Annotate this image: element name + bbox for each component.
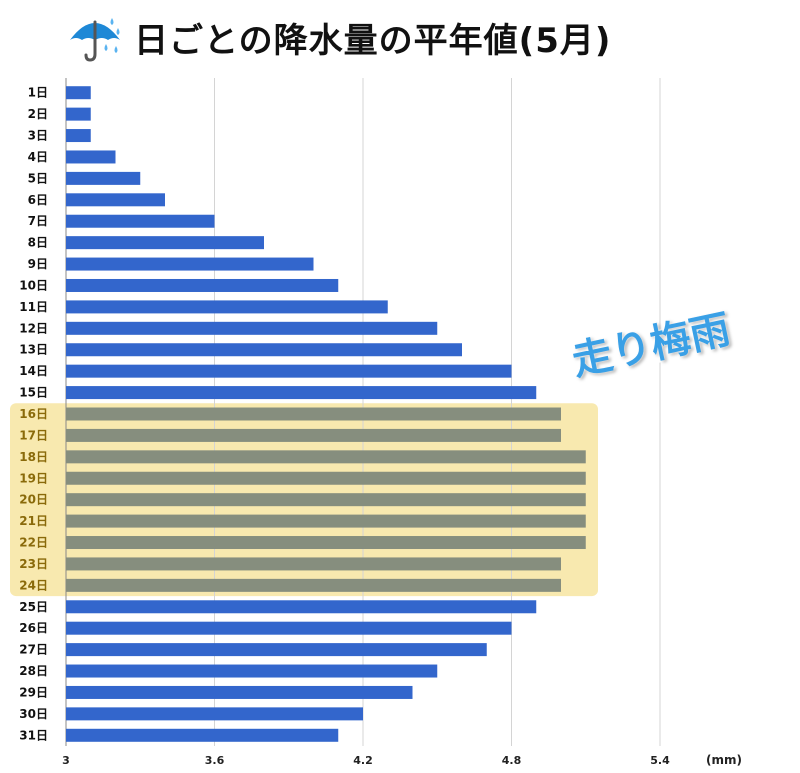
category-label: 12日: [19, 321, 48, 335]
unit-label: (mm): [706, 753, 742, 767]
category-label: 3日: [28, 129, 48, 143]
bar-17日: [66, 428, 561, 442]
x-tick-label: 3: [62, 754, 70, 767]
bar-4日: [66, 150, 116, 164]
bar-15日: [66, 386, 537, 400]
bar-5日: [66, 171, 141, 185]
umbrella-rain-icon: [70, 18, 120, 62]
category-label: 18日: [19, 450, 48, 464]
category-label: 9日: [28, 257, 48, 271]
category-label: 5日: [28, 171, 48, 185]
bar-20日: [66, 493, 586, 507]
category-label: 1日: [28, 86, 48, 100]
category-label: 24日: [19, 578, 48, 592]
x-tick-label: 5.4: [650, 754, 670, 767]
category-label: 15日: [19, 386, 48, 400]
bar-22日: [66, 536, 586, 550]
category-label: 23日: [19, 557, 48, 571]
category-label: 2日: [28, 107, 48, 121]
x-tick-label: 4.8: [502, 754, 522, 767]
x-tick-label: 3.6: [205, 754, 225, 767]
bar-2日: [66, 107, 91, 121]
category-label: 31日: [19, 728, 48, 742]
bar-31日: [66, 728, 339, 742]
category-label: 21日: [19, 514, 48, 528]
bar-21日: [66, 514, 586, 528]
bar-29日: [66, 685, 413, 699]
category-label: 26日: [19, 621, 48, 635]
bar-6日: [66, 193, 165, 207]
bar-3日: [66, 129, 91, 143]
bar-25日: [66, 600, 537, 614]
bar-24日: [66, 578, 561, 592]
category-label: 16日: [19, 407, 48, 421]
bar-1日: [66, 86, 91, 100]
category-label: 29日: [19, 685, 48, 699]
category-label: 7日: [28, 214, 48, 228]
category-label: 10日: [19, 278, 48, 292]
bar-18日: [66, 450, 586, 464]
header: 日ごとの降水量の平年値(5月): [0, 0, 800, 72]
category-label: 6日: [28, 193, 48, 207]
category-label: 13日: [19, 343, 48, 357]
bar-7日: [66, 214, 215, 228]
category-label: 30日: [19, 707, 48, 721]
category-label: 20日: [19, 493, 48, 507]
bar-16日: [66, 407, 561, 421]
bar-27日: [66, 643, 487, 657]
category-label: 28日: [19, 664, 48, 678]
bar-23日: [66, 557, 561, 571]
bar-12日: [66, 321, 438, 335]
category-label: 22日: [19, 536, 48, 550]
bar-9日: [66, 257, 314, 271]
category-label: 11日: [19, 300, 48, 314]
category-label: 4日: [28, 150, 48, 164]
bar-30日: [66, 707, 363, 721]
bar-8日: [66, 236, 264, 250]
page-title: 日ごとの降水量の平年値(5月): [134, 21, 612, 61]
bar-13日: [66, 343, 462, 357]
bar-28日: [66, 664, 438, 678]
category-label: 27日: [19, 643, 48, 657]
category-label: 25日: [19, 600, 48, 614]
bar-19日: [66, 471, 586, 485]
category-label: 14日: [19, 364, 48, 378]
category-label: 8日: [28, 236, 48, 250]
bar-14日: [66, 364, 512, 378]
bar-26日: [66, 621, 512, 635]
bar-11日: [66, 300, 388, 314]
x-tick-label: 4.2: [353, 754, 373, 767]
category-label: 19日: [19, 471, 48, 485]
category-label: 17日: [19, 428, 48, 442]
bar-10日: [66, 278, 339, 292]
